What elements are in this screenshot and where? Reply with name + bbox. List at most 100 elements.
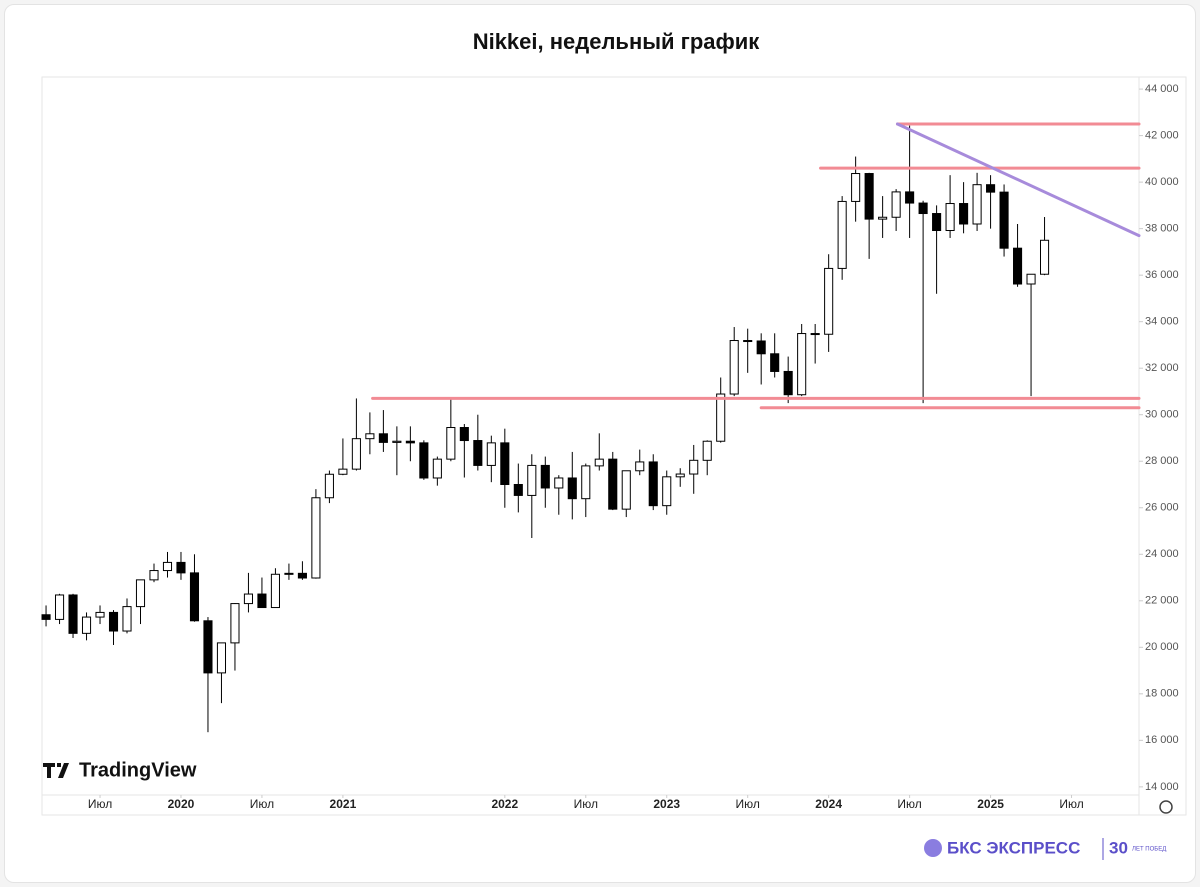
candle-body — [473, 440, 483, 466]
y-tick-label: 28 000 — [1145, 455, 1179, 467]
card: Nikkei, недельный график TradingView БКС… — [4, 4, 1196, 883]
candle-body — [594, 458, 604, 467]
candle — [972, 172, 982, 231]
candle-body — [837, 200, 847, 269]
candle — [702, 440, 712, 476]
candle-body — [581, 465, 591, 500]
candle-body — [729, 340, 739, 395]
x-tick-label: 2022 — [491, 797, 518, 811]
candle — [932, 205, 942, 294]
candle — [608, 451, 618, 511]
candle — [945, 175, 955, 238]
candle — [743, 328, 753, 373]
brand-badge: 30 — [1109, 838, 1128, 857]
candle — [1039, 217, 1050, 276]
candle — [635, 449, 645, 476]
y-tick-label: 42 000 — [1145, 130, 1179, 142]
candle-body — [675, 473, 685, 478]
x-tick-label: Июл — [897, 797, 921, 811]
candle-body — [1026, 273, 1036, 285]
candle — [648, 454, 658, 511]
candle-body — [122, 606, 132, 632]
candle-body — [108, 611, 119, 632]
candle — [95, 605, 105, 625]
candle-body — [338, 468, 348, 475]
candle — [270, 568, 280, 609]
y-tick-label: 36 000 — [1145, 269, 1179, 281]
candle — [365, 412, 375, 455]
candle — [257, 577, 267, 609]
candle — [662, 470, 672, 515]
candle-body — [743, 340, 753, 343]
candle — [878, 196, 888, 238]
candle-body — [567, 477, 577, 500]
candle — [513, 463, 523, 513]
candle — [810, 324, 820, 364]
settings-icon[interactable] — [1159, 800, 1173, 814]
candle-body — [1039, 239, 1050, 275]
candle-body — [243, 593, 253, 605]
x-tick-label: Июл — [1059, 797, 1083, 811]
candle — [716, 377, 726, 443]
x-tick-label: 2023 — [653, 797, 680, 811]
y-tick-label: 24 000 — [1145, 548, 1179, 560]
candle — [405, 426, 415, 462]
candle-body — [392, 440, 402, 443]
candle-body — [527, 464, 537, 496]
candle — [230, 603, 240, 671]
x-tick-label: 2020 — [168, 797, 195, 811]
chart: Nikkei, недельный график TradingView БКС… — [41, 29, 1187, 860]
candle-body — [1013, 247, 1023, 285]
candle — [567, 451, 577, 520]
candle — [675, 468, 685, 487]
candle — [54, 593, 65, 625]
candle-body — [905, 191, 915, 204]
candle-body — [324, 473, 334, 499]
candle — [162, 551, 173, 578]
candle — [959, 182, 969, 234]
candle-body — [311, 497, 321, 579]
candle-body — [459, 427, 469, 442]
candle — [554, 475, 564, 515]
candle-body — [68, 594, 78, 634]
watermark: TradingView — [43, 759, 197, 781]
candle-body — [891, 191, 901, 218]
candle-body — [945, 203, 955, 232]
candle-body — [702, 440, 712, 461]
candle-body — [189, 572, 200, 622]
candle — [594, 433, 604, 471]
candle — [189, 554, 200, 622]
watermark-text: TradingView — [79, 759, 197, 781]
candle-body — [297, 572, 307, 579]
candle — [311, 489, 321, 579]
candle — [864, 172, 874, 259]
candle — [378, 410, 388, 452]
x-tick-label: 2024 — [815, 797, 842, 811]
y-tick-label: 32 000 — [1145, 362, 1179, 374]
candle-body — [257, 593, 267, 609]
brand: БКС ЭКСПРЕСС 30 ЛЕТ ПОБЕД — [924, 838, 1166, 860]
candle-body — [54, 594, 65, 620]
candle — [243, 572, 253, 613]
candle — [122, 598, 132, 634]
candle — [176, 551, 186, 580]
candle-body — [824, 267, 834, 335]
candle-body — [864, 173, 874, 220]
candle-body — [203, 620, 213, 674]
chart-panel — [41, 76, 1187, 816]
candle — [729, 327, 739, 397]
candle-body — [540, 464, 550, 489]
candle-body — [230, 603, 240, 644]
candle — [770, 333, 780, 378]
candle — [473, 414, 483, 471]
candle — [203, 617, 213, 733]
candle-body — [999, 191, 1009, 249]
candle-body — [932, 213, 942, 232]
candle — [837, 196, 847, 280]
candle-body — [621, 470, 631, 510]
candle-body — [284, 572, 294, 575]
candle-body — [176, 561, 186, 574]
candle-body — [878, 216, 888, 220]
candle — [756, 333, 766, 385]
